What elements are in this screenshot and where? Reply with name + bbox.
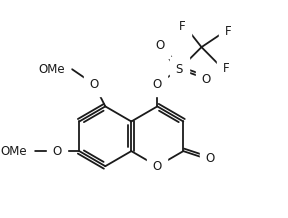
- Text: S: S: [176, 63, 183, 76]
- Text: O: O: [155, 39, 164, 52]
- Text: O: O: [52, 145, 62, 158]
- Text: O: O: [202, 73, 211, 86]
- Text: O: O: [153, 78, 162, 91]
- Text: F: F: [225, 24, 232, 37]
- Text: OMe: OMe: [1, 145, 27, 158]
- Text: O: O: [205, 152, 215, 165]
- Text: F: F: [223, 62, 230, 75]
- Text: O: O: [153, 160, 162, 173]
- Text: F: F: [179, 20, 185, 33]
- Text: O: O: [90, 78, 99, 91]
- Text: OMe: OMe: [38, 63, 65, 76]
